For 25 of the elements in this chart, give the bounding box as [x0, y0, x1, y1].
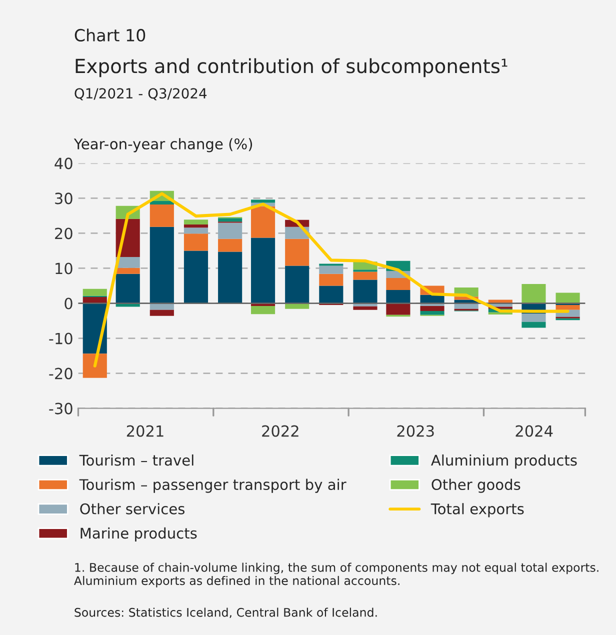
- y-tick-label: 10: [56, 262, 72, 274]
- y-tick-label: 40: [54, 158, 72, 170]
- x-tick-label: 2021: [126, 425, 164, 437]
- y-tick-label: 30: [55, 192, 72, 204]
- chart-subtitle: Q1/2021 - Q3/2024: [74, 88, 207, 100]
- y-tick-label: 20: [55, 228, 72, 240]
- y-tick-label: -10: [49, 332, 72, 344]
- y-tick-label: -20: [49, 368, 72, 380]
- legend-label: Tourism – travel: [79, 454, 194, 466]
- x-tick-label: 2023: [397, 425, 434, 437]
- chart-title: Exports and contribution of subcomponents¹: [76, 58, 508, 78]
- legend-label: Other services: [80, 503, 185, 514]
- legend-label: Marine products: [80, 527, 197, 542]
- source-note: Sources: Statistics Iceland, Central Bank of Iceland.: [74, 608, 377, 618]
- legend-label: Tourism – passenger transport by air: [79, 478, 346, 493]
- x-tick-label: 2024: [516, 425, 553, 437]
- text: 1. Because of chain-volume linking, the sum of components may not equal total exports. Aluminium exports as defined in the national accounts.: [74, 562, 598, 588]
- y-tick-label: 0: [64, 298, 72, 310]
- legend-label: Other goods: [432, 478, 520, 493]
- legend-label: Aluminium products: [431, 454, 577, 469]
- legend-label: Total exports: [430, 503, 524, 518]
- x-tick-label: 2022: [262, 425, 298, 437]
- caption: Chart 10: [74, 28, 146, 42]
- y-axis-title: Year-on-year change (%): [74, 138, 252, 152]
- y-tick-label: -30: [49, 402, 72, 414]
